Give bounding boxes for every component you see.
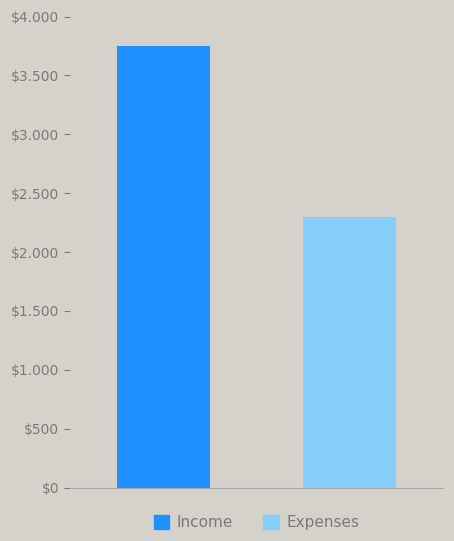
Bar: [117, 46, 210, 487]
Bar: [303, 217, 396, 487]
Legend: Income, Expenses: Income, Expenses: [148, 509, 365, 537]
